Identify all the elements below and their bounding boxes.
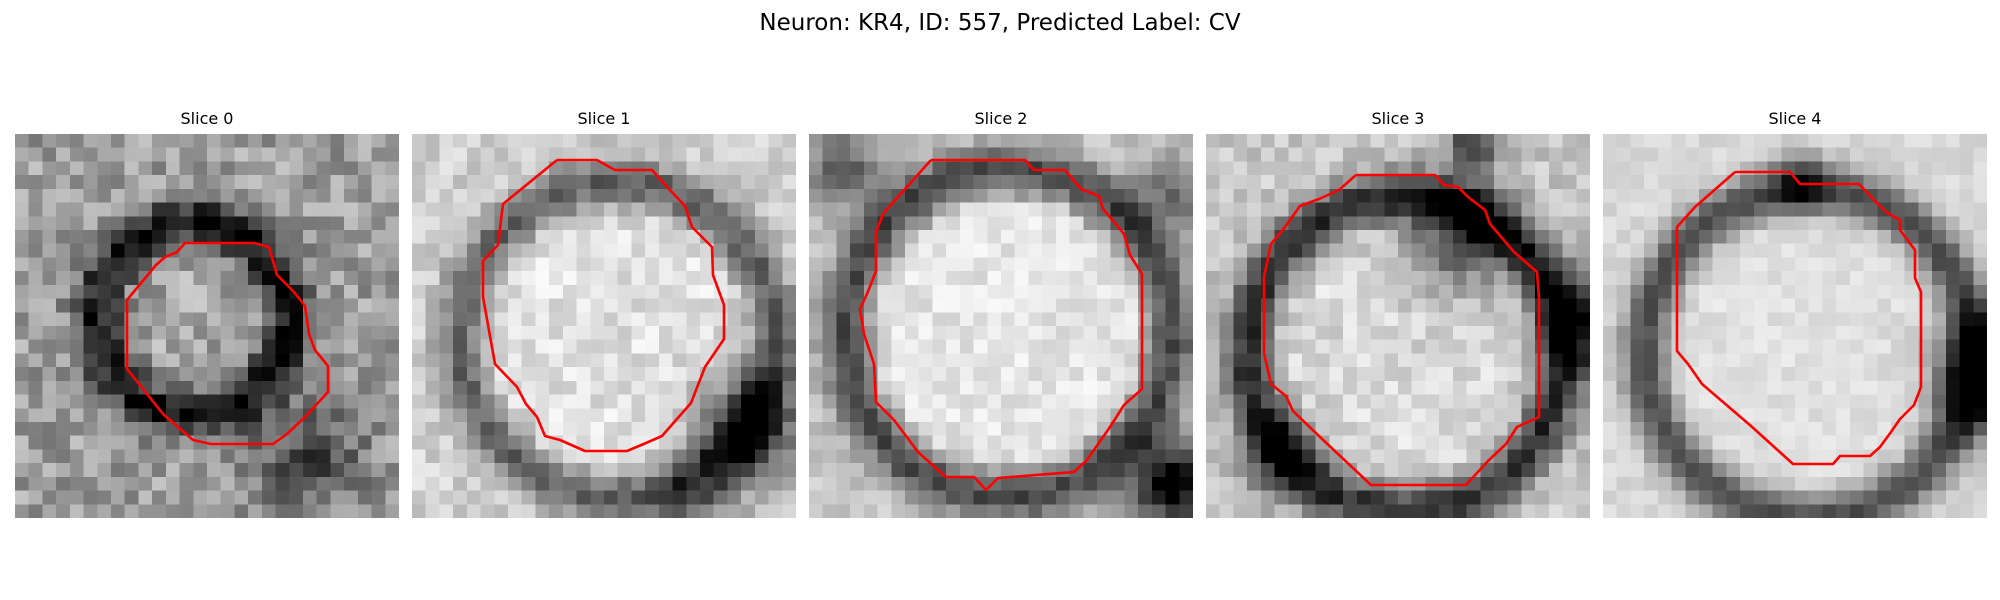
slice-3-image (1206, 134, 1590, 518)
slice-2-contour (858, 158, 1144, 492)
slice-4-image (1603, 134, 1987, 518)
slice-3-panel (1206, 134, 1590, 518)
slice-1-contour (481, 158, 726, 453)
slice-2-title: Slice 2 (974, 109, 1028, 128)
slice-0-title: Slice 0 (180, 109, 234, 128)
slice-3-title: Slice 3 (1371, 109, 1425, 128)
slice-0-panel (15, 134, 399, 518)
slice-0-contour (125, 241, 330, 446)
slice-2-contour-layer (858, 158, 1144, 492)
slice-0-image (15, 134, 399, 518)
slice-1-contour-layer (481, 158, 726, 453)
slice-1-panel (412, 134, 796, 518)
slice-0-contour-layer (125, 241, 330, 446)
slice-3-contour (1262, 173, 1541, 487)
slice-1-image (412, 134, 796, 518)
slice-1-title: Slice 1 (577, 109, 631, 128)
slice-4-panel (1603, 134, 1987, 518)
slice-4-contour-layer (1675, 170, 1923, 466)
slice-3-contour-layer (1262, 173, 1541, 487)
slice-4-contour (1675, 170, 1923, 466)
figure-title: Neuron: KR4, ID: 557, Predicted Label: C… (759, 10, 1241, 36)
slice-4-title: Slice 4 (1768, 109, 1822, 128)
slice-2-image (809, 134, 1193, 518)
slice-2-panel (809, 134, 1193, 518)
